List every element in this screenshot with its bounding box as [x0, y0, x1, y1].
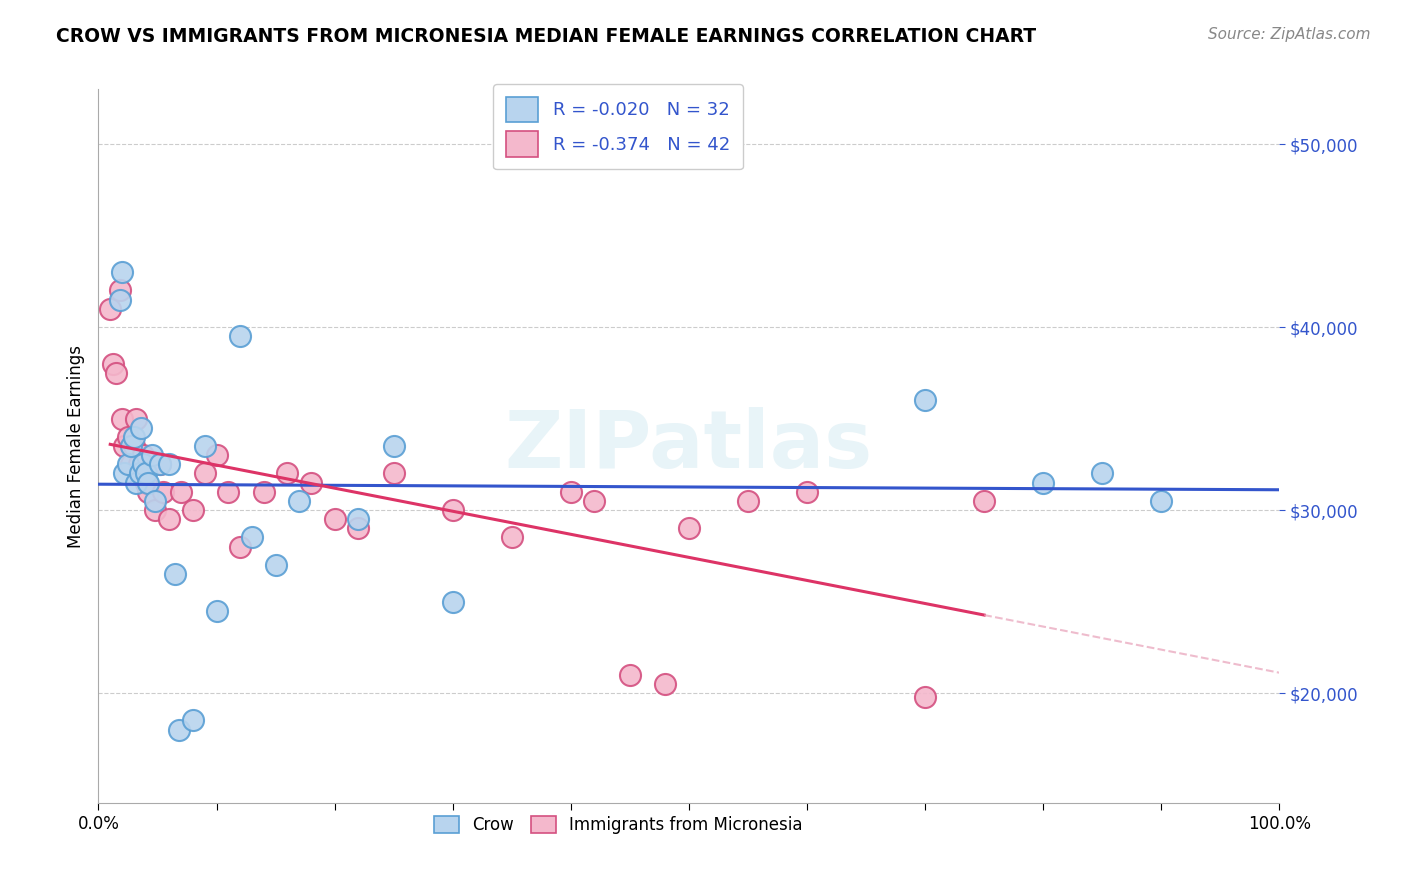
Point — [678, 521, 700, 535]
Point — [101, 357, 124, 371]
Point — [117, 458, 139, 472]
Point — [132, 458, 155, 472]
Point — [229, 540, 252, 554]
Point — [143, 494, 166, 508]
Point — [217, 484, 239, 499]
Point — [129, 420, 152, 434]
Point — [129, 467, 152, 481]
Point — [136, 484, 159, 499]
Point — [914, 690, 936, 704]
Point — [276, 467, 298, 481]
Point — [132, 448, 155, 462]
Point — [382, 439, 405, 453]
Point — [441, 503, 464, 517]
Point — [737, 494, 759, 508]
Point — [167, 723, 190, 737]
Point — [654, 677, 676, 691]
Point — [111, 411, 134, 425]
Text: Source: ZipAtlas.com: Source: ZipAtlas.com — [1208, 27, 1371, 42]
Point — [122, 439, 145, 453]
Point — [121, 458, 143, 472]
Point — [619, 667, 641, 681]
Point — [299, 475, 322, 490]
Point — [105, 366, 128, 380]
Point — [914, 393, 936, 408]
Point — [143, 503, 166, 517]
Point — [264, 558, 287, 572]
Point — [181, 714, 204, 728]
Text: CROW VS IMMIGRANTS FROM MICRONESIA MEDIAN FEMALE EARNINGS CORRELATION CHART: CROW VS IMMIGRANTS FROM MICRONESIA MEDIA… — [56, 27, 1036, 45]
Point — [323, 512, 346, 526]
Point — [382, 467, 405, 481]
Point — [111, 265, 134, 279]
Point — [128, 458, 150, 472]
Point — [125, 411, 148, 425]
Point — [152, 484, 174, 499]
Point — [136, 475, 159, 490]
Point — [205, 604, 228, 618]
Point — [973, 494, 995, 508]
Point — [135, 467, 157, 481]
Point — [583, 494, 606, 508]
Point — [157, 512, 180, 526]
Point — [108, 293, 131, 307]
Point — [121, 439, 143, 453]
Point — [125, 475, 148, 490]
Y-axis label: Median Female Earnings: Median Female Earnings — [66, 344, 84, 548]
Point — [181, 503, 204, 517]
Point — [149, 458, 172, 472]
Point — [98, 301, 121, 316]
Point — [149, 458, 172, 472]
Point — [347, 521, 370, 535]
Point — [501, 531, 523, 545]
Text: ZIPatlas: ZIPatlas — [505, 407, 873, 485]
Point — [128, 467, 150, 481]
Point — [240, 531, 263, 545]
Point — [112, 467, 135, 481]
Point — [347, 512, 370, 526]
Point — [560, 484, 582, 499]
Point — [796, 484, 818, 499]
Point — [122, 430, 145, 444]
Point — [1150, 494, 1173, 508]
Point — [229, 329, 252, 343]
Point — [165, 567, 187, 582]
Point — [194, 439, 217, 453]
Point — [441, 594, 464, 608]
Point — [157, 458, 180, 472]
Point — [253, 484, 276, 499]
Point — [108, 284, 131, 298]
Legend: Crow, Immigrants from Micronesia: Crow, Immigrants from Micronesia — [427, 809, 808, 841]
Point — [194, 467, 217, 481]
Point — [112, 439, 135, 453]
Point — [170, 484, 193, 499]
Point — [205, 448, 228, 462]
Point — [288, 494, 311, 508]
Point — [1032, 475, 1054, 490]
Point — [1091, 467, 1114, 481]
Point — [117, 430, 139, 444]
Point — [141, 448, 163, 462]
Point — [135, 475, 157, 490]
